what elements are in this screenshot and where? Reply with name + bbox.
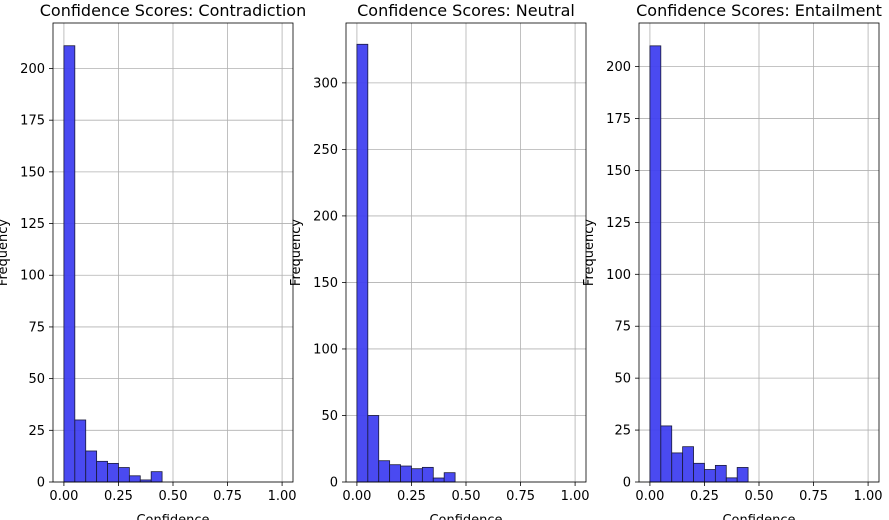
histogram-bar [432,477,445,483]
histogram-bar [714,464,727,483]
x-tick-label: 0.50 [452,489,481,504]
x-tick-label: 1.00 [854,489,883,504]
histogram-bar [378,460,391,483]
histogram-bar [682,446,694,483]
y-tick-label: 175 [606,112,631,127]
x-tick-label: 0.00 [635,489,664,504]
histogram-bar [421,466,434,483]
y-tick-label: 200 [313,209,338,224]
y-tick-label: 75 [614,320,631,335]
y-tick-label: 50 [614,372,631,387]
y-tick-label: 125 [606,216,631,231]
histogram-bar [85,450,98,483]
x-tick-label: 0.75 [799,489,828,504]
histogram-bar [389,464,401,483]
chart-title: Confidence Scores: Entailment [636,1,882,20]
histogram-bar [443,472,456,483]
y-tick-label: 0 [330,476,338,491]
x-axis-label: Confidence [429,513,502,520]
histogram-bar [74,419,87,483]
histogram-bar [400,465,412,483]
chart-title: Confidence Scores: Contradiction [40,1,306,20]
histogram-bar [107,462,119,483]
histogram-bar [725,477,738,483]
y-tick-label: 250 [313,143,338,158]
y-tick-label: 125 [20,217,45,232]
y-axis-label: Frequency [289,219,304,286]
histogram-bar [649,45,662,483]
histogram-bar [367,415,380,483]
x-tick-label: 1.00 [561,489,590,504]
y-tick-label: 300 [313,76,338,91]
x-tick-label: 0.75 [506,489,535,504]
x-tick-label: 1.00 [268,489,297,504]
x-tick-label: 0.00 [342,489,371,504]
y-tick-label: 75 [28,320,45,335]
y-tick-label: 200 [20,62,45,77]
histogram-bar [693,462,705,483]
y-axis-label: Frequency [582,219,597,286]
y-tick-label: 175 [20,114,45,129]
x-tick-label: 0.25 [397,489,426,504]
histogram-bar [671,452,684,483]
y-tick-label: 0 [37,476,45,491]
histogram-bar [128,475,141,483]
y-tick-label: 0 [623,476,631,491]
histogram-bar [63,45,76,483]
histogram-bar [660,425,673,483]
y-tick-label: 100 [20,269,45,284]
x-tick-label: 0.50 [159,489,188,504]
chart-title: Confidence Scores: Neutral [357,1,575,20]
y-tick-label: 150 [606,164,631,179]
histogram-bar [118,467,130,483]
x-tick-label: 0.25 [104,489,133,504]
x-tick-label: 0.25 [690,489,719,504]
histogram-bar [356,43,369,483]
chart-panel-1: 0.00 0.25 0.50 0.75 1.00 0 25 50 75 100 125 150 175 2… [0,1,306,520]
y-tick-label: 25 [28,424,45,439]
y-tick-label: 50 [321,409,338,424]
y-tick-label: 100 [606,268,631,283]
y-tick-label: 150 [20,165,45,180]
histogram-bar [150,471,163,483]
chart-panel-2: 0.00 0.25 0.50 0.75 1.00 0 50 100 150 200 250 300 Co… [289,1,590,520]
x-axis-label: Confidence [722,513,795,520]
y-tick-label: 100 [313,342,338,357]
y-tick-label: 50 [28,372,45,387]
histogram-bar [411,468,423,483]
histogram-bar [736,467,749,483]
x-tick-label: 0.00 [49,489,78,504]
x-axis-label: Confidence [136,513,209,520]
x-tick-label: 0.50 [745,489,774,504]
y-tick-label: 150 [313,276,338,291]
histogram-bar [96,460,108,483]
y-tick-label: 25 [614,424,631,439]
y-axis-label: Frequency [0,219,11,286]
histogram-bar [704,469,716,483]
y-tick-label: 200 [606,60,631,75]
chart-panel-3: 0.00 0.25 0.50 0.75 1.00 0 25 50 75 100 125 150 175 2… [582,1,883,520]
x-tick-label: 0.75 [213,489,242,504]
